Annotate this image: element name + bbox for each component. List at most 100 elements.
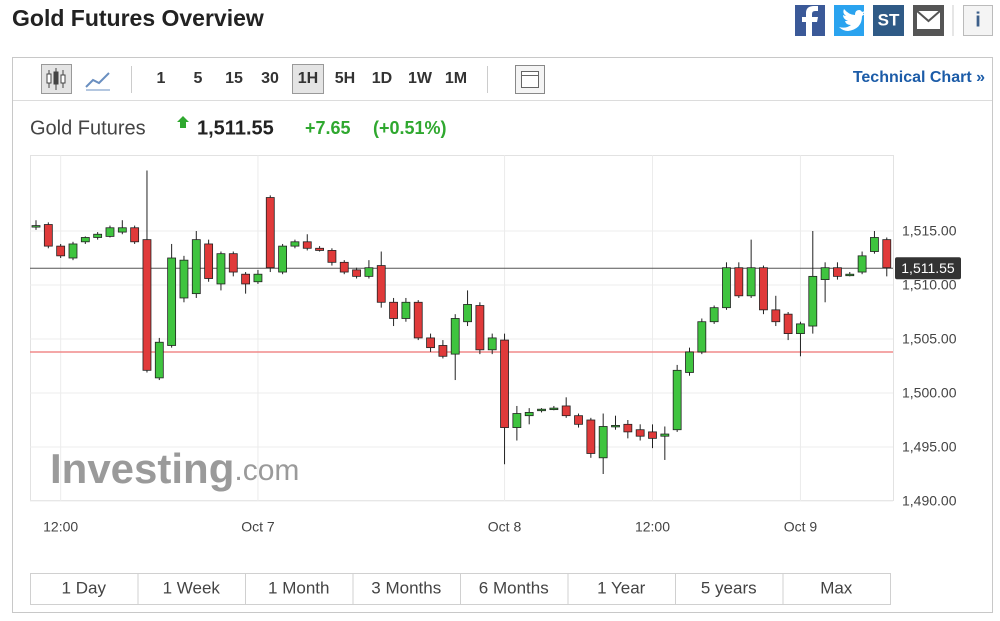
range-button[interactable]: [567, 573, 676, 605]
candle-body: [389, 301, 398, 319]
range-label[interactable]: 1 Day: [62, 578, 107, 597]
candle-body: [216, 253, 226, 285]
stocktwits-label: ST: [878, 10, 900, 29]
interval-button[interactable]: 1W: [408, 70, 433, 87]
x-tick-label: Oct 8: [488, 519, 522, 535]
candle-body: [635, 429, 645, 437]
range-label[interactable]: 5 years: [701, 578, 757, 597]
candle-body: [154, 341, 164, 379]
candle-body: [709, 307, 719, 323]
candle-body: [253, 273, 263, 283]
candle-body: [845, 273, 855, 277]
watermark-suffix: .com: [234, 454, 299, 487]
range-label[interactable]: 6 Months: [479, 578, 549, 597]
candle-body: [228, 253, 238, 273]
line-type-button[interactable]: [85, 72, 110, 88]
x-tick-label: 12:00: [635, 519, 670, 535]
x-tick-label: 12:00: [43, 519, 78, 535]
y-tick-label: 1,515.00: [902, 223, 957, 239]
y-tick-label: 1,495.00: [902, 439, 957, 455]
range-label[interactable]: 1 Month: [268, 578, 329, 597]
candle-body: [167, 257, 177, 346]
candle-body: [512, 413, 522, 428]
interval-button[interactable]: 1M: [445, 70, 467, 87]
candle-body: [475, 305, 485, 351]
candle-body: [796, 323, 805, 335]
candle-body: [80, 237, 90, 243]
candle-body: [857, 255, 867, 273]
candle-body: [302, 241, 312, 249]
candle-body: [142, 239, 152, 371]
candle-body: [426, 337, 435, 349]
candle-body: [290, 241, 300, 247]
y-tick-label: 1,490.00: [902, 493, 957, 509]
range-label[interactable]: Max: [820, 578, 853, 597]
candle-body: [327, 250, 337, 263]
y-tick-label: 1,505.00: [902, 331, 957, 347]
interval-button[interactable]: 1H: [298, 70, 318, 87]
range-label[interactable]: 1 Year: [597, 578, 646, 597]
page-title: Gold Futures Overview: [12, 5, 264, 31]
indicator-button[interactable]: [515, 65, 545, 94]
interval-button[interactable]: 15: [225, 70, 243, 87]
candle-body: [697, 321, 707, 353]
candle-body: [783, 313, 793, 335]
candle-body: [241, 273, 251, 285]
range-button[interactable]: [352, 573, 461, 605]
last-price: 1,511.55: [197, 117, 274, 139]
info-icon[interactable]: [963, 5, 993, 36]
price-label: 1,511.55: [901, 260, 955, 276]
y-tick-label: 1,510.00: [902, 277, 957, 293]
range-label[interactable]: 3 Months: [371, 578, 441, 597]
x-tick-label: Oct 9: [784, 519, 818, 535]
candle-body: [352, 269, 361, 277]
candle-body: [364, 267, 374, 277]
candle-body: [191, 239, 201, 295]
candle-body: [450, 318, 460, 355]
range-button[interactable]: [782, 573, 891, 605]
candle-body: [204, 243, 214, 279]
candle-body: [746, 267, 756, 297]
price-change: +7.65: [305, 118, 351, 138]
interval-button[interactable]: 1D: [372, 70, 392, 87]
y-tick-label: 1,500.00: [902, 385, 957, 401]
candle-body: [376, 265, 386, 303]
range-button[interactable]: [137, 573, 246, 605]
candle-body: [648, 431, 657, 439]
candle-body: [574, 415, 583, 425]
active-interval: [292, 64, 324, 94]
technical-chart-link[interactable]: Technical Chart »: [853, 69, 985, 86]
stocktwits-icon[interactable]: [873, 5, 904, 36]
candle-body: [401, 301, 411, 319]
candle-body: [549, 407, 559, 411]
mail-flap: [916, 10, 941, 23]
candle-body: [561, 405, 571, 417]
candle-body: [808, 275, 818, 327]
info-label: i: [975, 9, 981, 31]
candle-body: [265, 197, 275, 269]
interval-button[interactable]: 5: [194, 70, 203, 87]
candle-body: [179, 259, 189, 299]
x-tick-label: Oct 7: [241, 519, 275, 535]
candle-body: [537, 408, 546, 412]
candle-body: [68, 243, 78, 259]
candle-body: [500, 339, 509, 428]
candle-body: [611, 424, 620, 428]
candle-body: [586, 419, 596, 454]
facebook-glyph: [802, 6, 818, 36]
share-icons: ST i: [795, 5, 993, 36]
interval-button[interactable]: 5H: [335, 70, 355, 87]
price-change-percent: (+0.51%): [373, 118, 447, 138]
candle-body: [820, 267, 830, 281]
candle-body: [759, 267, 768, 311]
candle-body: [598, 426, 608, 459]
range-label[interactable]: 1 Week: [163, 578, 221, 597]
range-button[interactable]: [675, 573, 784, 605]
candle-body: [734, 267, 744, 297]
watermark: Investing.com: [50, 445, 299, 492]
interval-button[interactable]: 30: [261, 70, 279, 87]
candle-body: [56, 245, 66, 257]
candle-body: [31, 225, 41, 228]
interval-button[interactable]: 1: [157, 70, 166, 87]
candle-body: [882, 239, 892, 269]
